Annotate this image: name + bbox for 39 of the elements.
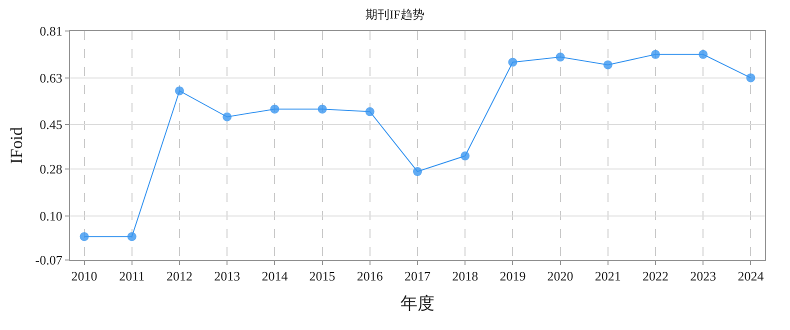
point [365,107,374,116]
x-tick-label: 2012 [166,268,192,284]
point [127,232,136,242]
x-tick-label: 2010 [71,268,98,284]
point [270,104,280,114]
y-tick-label: 0.28 [40,161,62,176]
x-tick-label: 2017 [404,268,431,284]
x-tick-label: 2024 [738,268,764,284]
x-tick-label: 2011 [119,268,145,284]
x-tick-label: 2020 [547,268,574,284]
x-axis-title: 年度 [400,294,434,313]
point [556,52,565,62]
x-tick-label: 2023 [690,268,716,284]
x-tick-label: 2016 [356,268,384,284]
x-tick-label: 2015 [309,268,336,284]
point [80,232,89,242]
point [603,60,612,70]
point [413,167,422,176]
y-axis-title: IFoid [6,126,26,164]
x-tick-label: 2022 [642,268,669,284]
point [651,50,660,59]
x-tick-label: 2018 [452,268,478,284]
x-tick-label: 2019 [500,268,526,284]
y-tick-label: -0.07 [35,252,63,268]
point [222,112,232,122]
x-tick-label: 2013 [214,268,240,284]
y-tick-label: 0.63 [40,70,62,86]
chart-title: 期刊IF趋势 [366,7,424,22]
point [460,151,470,160]
point [508,58,518,67]
y-tick-label: 0.45 [40,117,62,132]
x-tick-label: 2021 [594,268,621,284]
point [174,86,184,96]
point [318,104,327,114]
x-tick-label: 2014 [262,268,288,284]
point [698,50,708,59]
point [746,73,756,82]
y-tick-label: 0.10 [40,208,62,224]
y-tick-label: 0.81 [40,24,62,39]
